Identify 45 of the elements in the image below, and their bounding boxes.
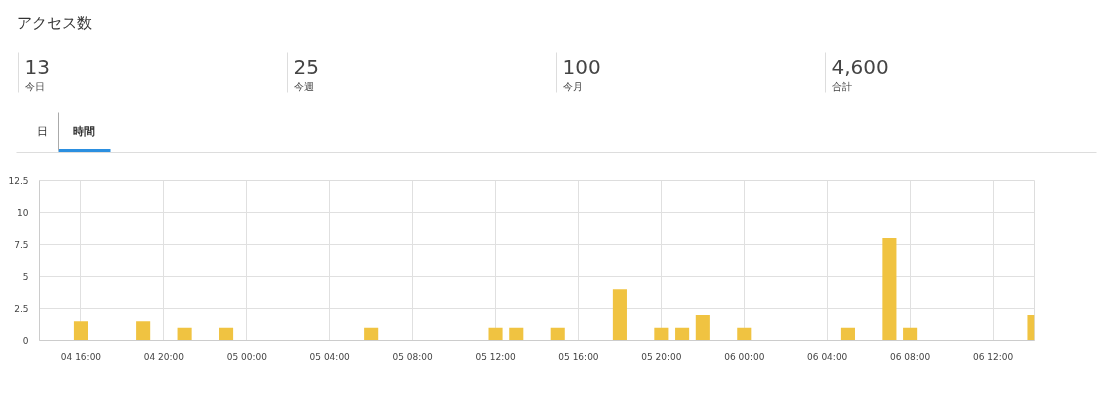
x-tick-label: 06 12:00 (972, 351, 1014, 362)
x-tick-label: 06 00:00 (724, 351, 765, 362)
bar (654, 327, 669, 341)
x-tick-label: 04 20:00 (143, 351, 185, 362)
text: 今日 (24, 81, 45, 92)
y-tick-label: 7.5 (14, 240, 29, 250)
bar (695, 314, 710, 341)
y-tick-label: 5 (22, 272, 29, 282)
bar (177, 327, 192, 341)
bar (364, 327, 379, 341)
bar (903, 327, 918, 341)
x-tick-label: 05 20:00 (641, 351, 682, 362)
x-tick-label: 06 04:00 (807, 351, 848, 362)
bar (612, 289, 627, 341)
text: 日 (36, 125, 48, 138)
bar (509, 327, 524, 341)
bar (550, 327, 565, 341)
y-tick-label: 0 (22, 336, 29, 346)
text: 合計 (831, 81, 852, 92)
bar (840, 327, 855, 341)
bar (73, 321, 89, 341)
text: 4,600 (831, 54, 889, 79)
bar (675, 327, 690, 341)
x-tick-label: 05 12:00 (475, 351, 516, 362)
bar (737, 327, 752, 341)
text: アクセス数 (16, 13, 92, 32)
x-tick-label: 05 04:00 (309, 351, 351, 362)
bar (882, 238, 897, 341)
y-tick-label: 2.5 (14, 304, 29, 314)
text: 100 (562, 54, 601, 79)
x-tick-label: 05 08:00 (392, 351, 434, 362)
bar (488, 327, 503, 341)
bar (219, 327, 234, 341)
x-tick-label: 06 08:00 (890, 351, 931, 362)
text: 今週 (293, 81, 314, 92)
text: 今月 (562, 81, 583, 92)
y-tick-label: 12.5 (8, 176, 29, 186)
text: 25 (293, 54, 319, 79)
x-tick-label: 04 16:00 (60, 351, 102, 362)
x-tick-label: 05 00:00 (226, 351, 268, 362)
x-tick-label: 05 16:00 (558, 351, 599, 362)
bar (136, 321, 151, 341)
text: 時間 (72, 125, 95, 138)
y-tick-label: 10 (17, 208, 29, 218)
text: 13 (24, 54, 50, 79)
